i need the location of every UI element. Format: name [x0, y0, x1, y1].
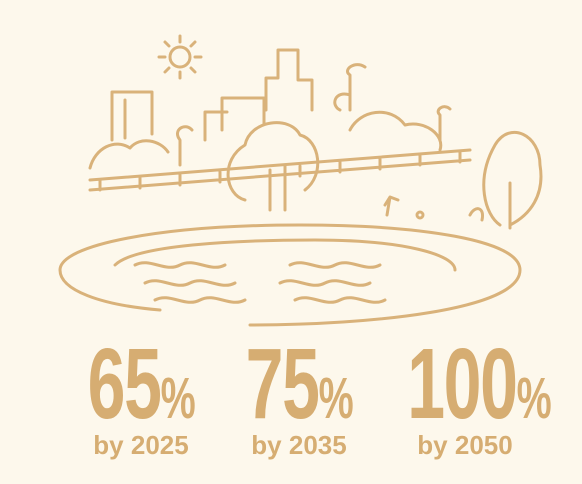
stat-value: 75%	[241, 336, 357, 432]
stat: 65% by 2025	[56, 336, 226, 461]
stat-value: 100%	[407, 336, 523, 432]
percentage: 100	[407, 328, 516, 440]
park-illustration	[0, 0, 582, 340]
stat: 75% by 2035	[214, 336, 384, 461]
unit: %	[319, 366, 353, 431]
stat: 100% by 2050	[380, 336, 550, 461]
percentage: 75	[246, 328, 319, 440]
unit: %	[517, 366, 551, 431]
unit: %	[161, 366, 195, 431]
percentage: 65	[88, 328, 161, 440]
page: 65% by 2025 75% by 2035 100% by 2050 (()…	[0, 0, 582, 484]
stat-value: 65%	[83, 336, 199, 432]
